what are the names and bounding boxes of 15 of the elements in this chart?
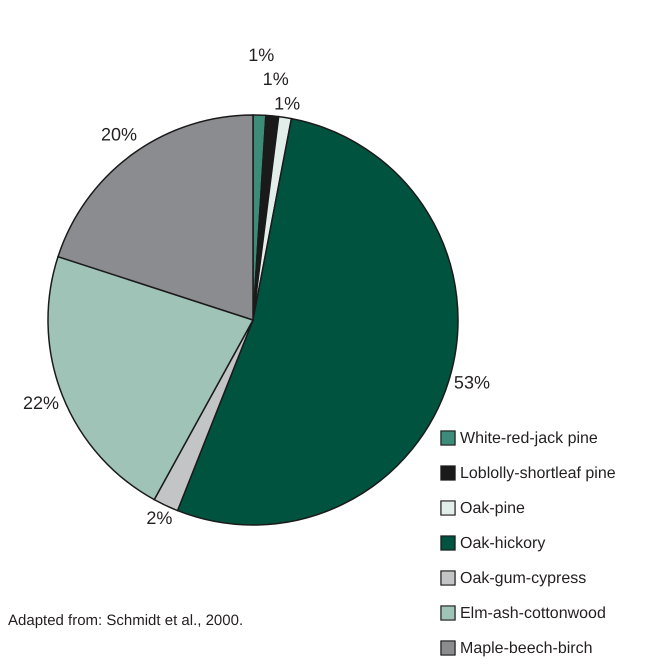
legend-label: White-red-jack pine (460, 430, 598, 447)
data-label: 20% (100, 124, 137, 145)
legend-label: Oak-gum-cypress (460, 570, 586, 587)
data-label: 53% (454, 372, 490, 393)
legend-label: Loblolly-shortleaf pine (460, 465, 616, 482)
legend-label: Elm-ash-cottonwood (460, 605, 606, 622)
data-label: 2% (146, 508, 172, 528)
data-label: 1% (262, 69, 289, 90)
data-label: 1% (274, 94, 300, 114)
legend-label: Oak-hickory (460, 535, 546, 552)
legend-label: Oak-pine (460, 500, 526, 517)
legend-label: Maple-beech-birch (460, 640, 593, 657)
data-label: 1% (248, 45, 274, 66)
data-label: 22% (22, 392, 60, 413)
text: Adapted from: Schmidt et al., 2000. (8, 612, 244, 629)
